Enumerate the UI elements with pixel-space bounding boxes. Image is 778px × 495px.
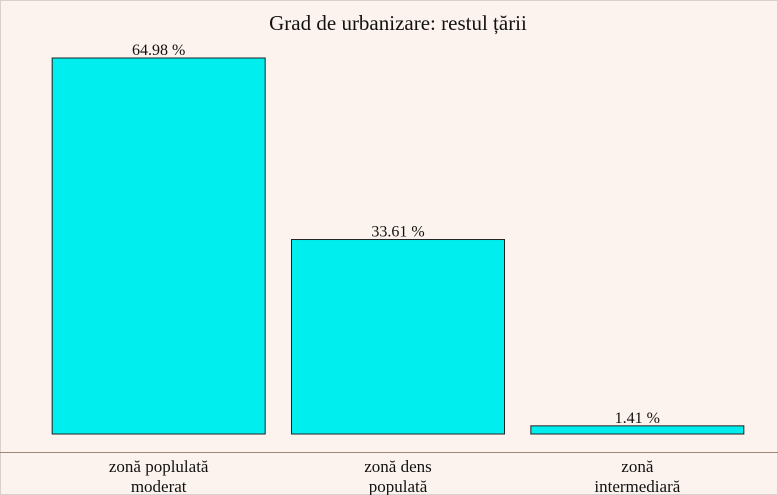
- x-tick-label: zonă poplulată: [109, 457, 209, 476]
- value-label: 1.41 %: [615, 410, 660, 427]
- value-label: 33.61 %: [371, 224, 424, 241]
- bar: [51, 57, 266, 435]
- bar: [530, 425, 745, 435]
- x-tick-label: moderat: [131, 477, 187, 495]
- chart-title: Grad de urbanizare: restul țării: [269, 11, 527, 35]
- x-tick-label: populată: [369, 477, 428, 495]
- x-tick-label: zonă: [621, 457, 654, 476]
- bar: [290, 239, 506, 435]
- x-tick-label: zonă dens: [364, 457, 432, 476]
- x-tick-label: intermediară: [594, 477, 680, 495]
- value-label: 64.98 %: [132, 42, 185, 59]
